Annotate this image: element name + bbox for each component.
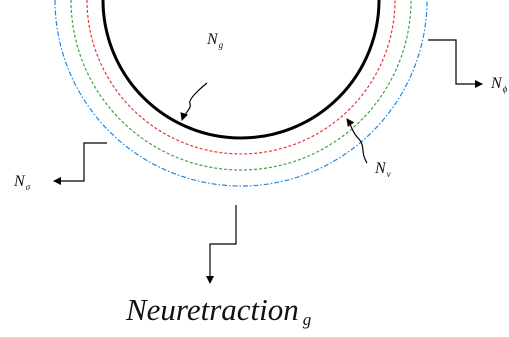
caption-sub: g [303, 310, 312, 329]
ng-label: Ng [206, 31, 224, 50]
nv-pointer-arrow [346, 118, 368, 164]
green-dashed-arc [70, 0, 412, 171]
nsigma-elbow-arrow [53, 142, 107, 185]
nv-label-main: N [374, 160, 387, 177]
caption-main: Neuretraction [125, 292, 299, 327]
caption: Neuretraction g [125, 292, 311, 329]
ng-label-sub: g [219, 40, 224, 50]
inner-black-arc [101, 0, 381, 140]
nphi-label-main: N [490, 75, 503, 92]
nv-label: Nv [374, 160, 391, 179]
ng-label-main: N [206, 31, 219, 48]
nv-label-sub: v [387, 169, 391, 179]
nphi-label: Nϕ [490, 75, 508, 94]
ng-pointer-arrow [180, 82, 208, 121]
nphi-label-sub: ϕ [503, 84, 508, 94]
nsigma-label-sub: σ [26, 182, 31, 192]
nphi-elbow-arrow [428, 39, 483, 88]
blue-dashdot-arc [54, 0, 428, 187]
bottom-elbow-arrow [206, 205, 237, 284]
red-dashed-arc [86, 0, 396, 155]
nsigma-label-main: N [13, 173, 26, 190]
nsigma-label: Nσ [13, 173, 31, 192]
